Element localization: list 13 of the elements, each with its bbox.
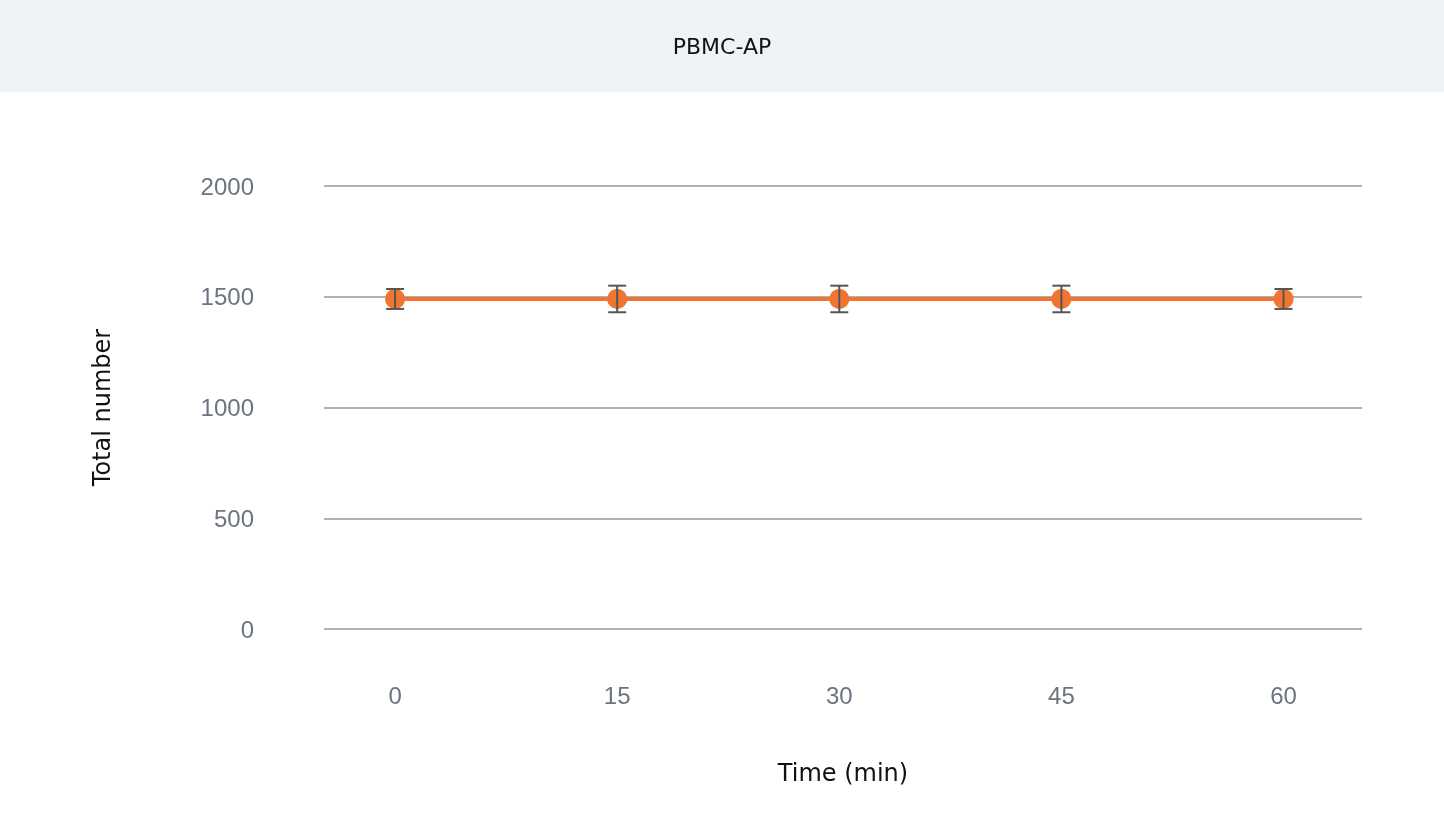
chart-title: PBMC-AP	[0, 0, 1444, 92]
y-tick-label: 1000	[200, 394, 254, 421]
y-tick-label: 1500	[200, 283, 254, 311]
x-axis-title: Time (min)	[776, 759, 909, 787]
y-axis-title: Total number	[88, 328, 116, 488]
x-tick-label: 30	[825, 681, 853, 709]
x-tick-label: 15	[603, 681, 631, 709]
x-tick-label: 0	[388, 681, 402, 709]
x-tick-label: 45	[1048, 681, 1075, 709]
y-tick-label: 2000	[200, 172, 254, 200]
y-tick-label: 500	[213, 504, 254, 532]
y-tick-label: 0	[240, 615, 254, 643]
x-tick-label: 60	[1270, 681, 1297, 709]
